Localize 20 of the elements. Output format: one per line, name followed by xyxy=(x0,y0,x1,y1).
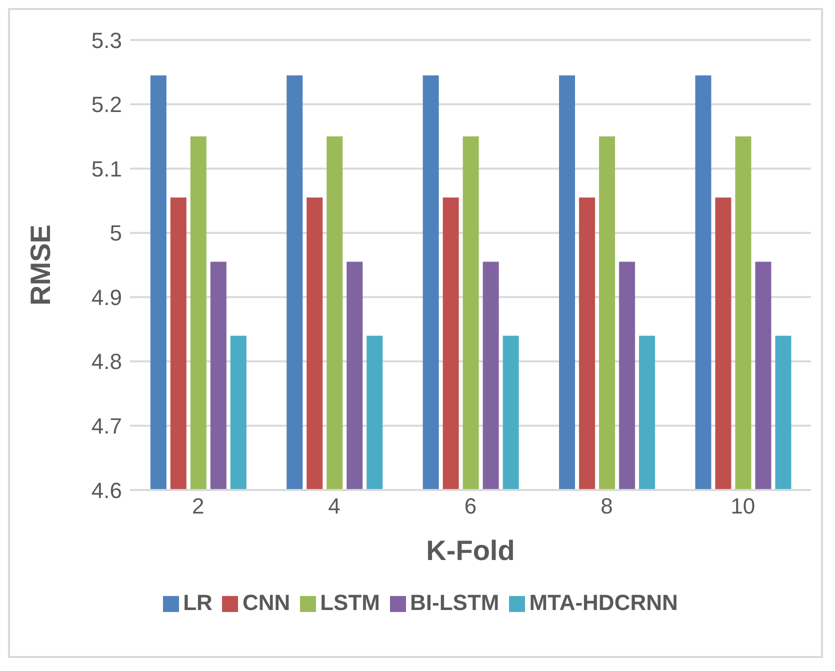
y-tick-label: 5.3 xyxy=(91,28,122,53)
x-tick-label: 6 xyxy=(464,494,477,519)
x-tick-label: 10 xyxy=(730,494,756,519)
legend-label: CNN xyxy=(242,590,290,615)
y-tick-label: 5 xyxy=(110,220,122,246)
y-axis-title: RMSE xyxy=(24,224,56,306)
y-tick-label: 5.1 xyxy=(91,156,122,182)
y-tick-label: 4.9 xyxy=(91,284,122,310)
legend-label: LR xyxy=(183,590,212,615)
y-tick-label: 5.2 xyxy=(91,92,122,118)
legend-label: LSTM xyxy=(320,590,380,615)
y-tick-label: 4.7 xyxy=(91,414,122,439)
x-tick-label: 8 xyxy=(600,494,613,519)
x-axis-title: K-Fold xyxy=(426,535,515,566)
x-tick-label: 4 xyxy=(328,494,340,519)
y-tick-label: 4.8 xyxy=(91,349,122,374)
legend-label: MTA-HDCRNN xyxy=(529,590,678,615)
legend-label: BI-LSTM xyxy=(410,590,500,615)
y-tick-label: 4.6 xyxy=(91,478,122,503)
x-tick-label: 2 xyxy=(192,494,204,519)
